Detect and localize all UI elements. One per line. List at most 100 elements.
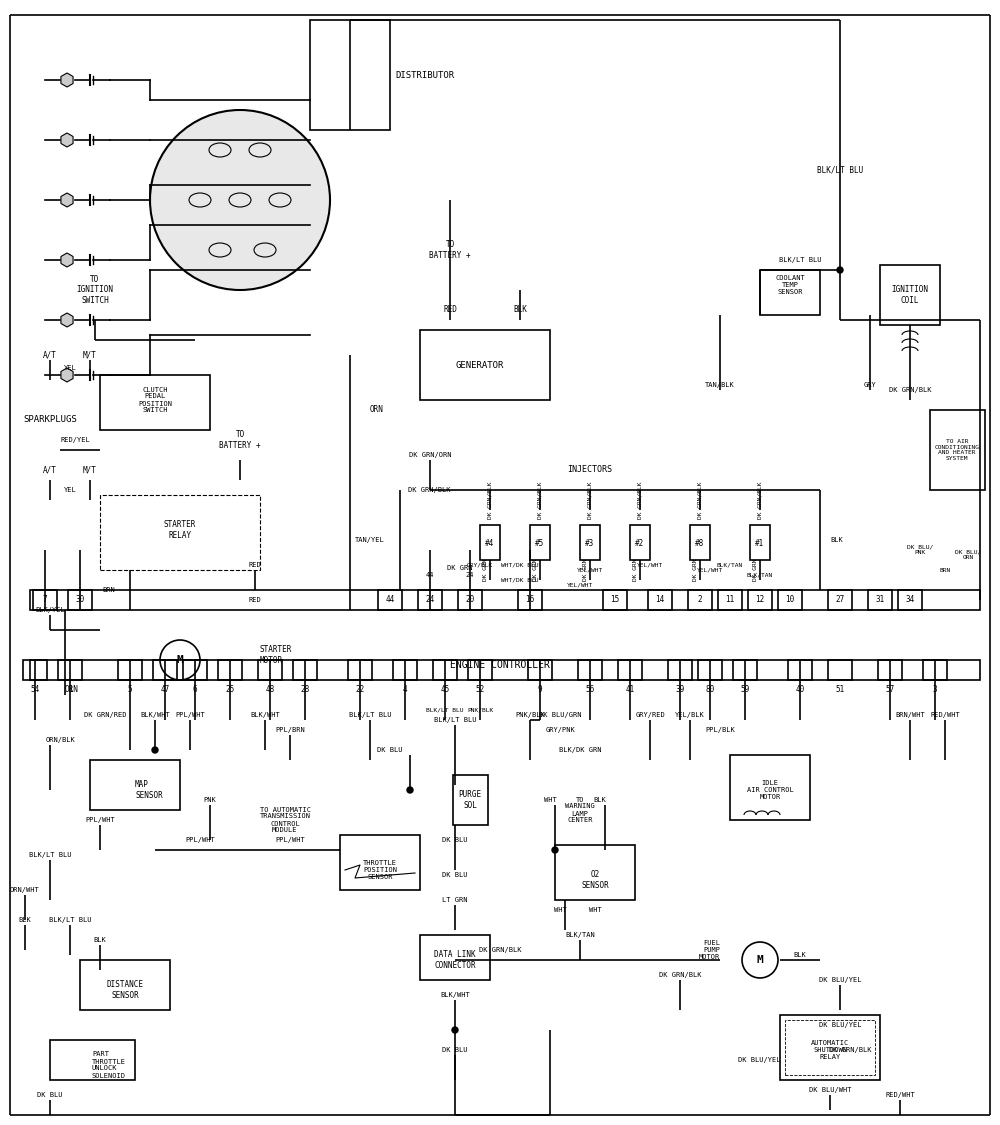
Text: GRY/BLK: GRY/BLK: [467, 562, 493, 567]
Bar: [68, 590, 92, 610]
Text: DK GRN/BLK: DK GRN/BLK: [408, 487, 450, 493]
Text: YEL/WHT: YEL/WHT: [697, 567, 723, 573]
Text: PNK/BLK: PNK/BLK: [467, 708, 493, 712]
Text: FUEL
PUMP
MOTOR: FUEL PUMP MOTOR: [699, 940, 720, 960]
Text: INJECTORS: INJECTORS: [568, 466, 612, 475]
Text: 28: 28: [300, 685, 310, 694]
Text: DK BLU: DK BLU: [37, 1092, 63, 1098]
Text: PNK: PNK: [204, 796, 216, 803]
Text: DK BLU/
ORN: DK BLU/ ORN: [955, 550, 981, 560]
Text: PPL/BLK: PPL/BLK: [705, 727, 735, 734]
Text: 59: 59: [740, 685, 750, 694]
Text: DK BLU: DK BLU: [442, 872, 468, 878]
Bar: [310, 20, 390, 130]
Text: RED: RED: [443, 306, 457, 315]
Text: YEL: YEL: [64, 364, 76, 371]
Text: PURGE
SOL: PURGE SOL: [458, 790, 482, 810]
Text: TO
BATTERY +: TO BATTERY +: [219, 430, 261, 450]
Text: 25: 25: [225, 685, 235, 694]
Text: DATA LINK
CONNECTOR: DATA LINK CONNECTOR: [434, 951, 476, 970]
Text: 6: 6: [193, 685, 197, 694]
Text: 31: 31: [875, 595, 885, 604]
Bar: [748, 590, 772, 610]
Text: 34: 34: [905, 595, 915, 604]
Text: AUTOMATIC
SHUTDOWN
RELAY: AUTOMATIC SHUTDOWN RELAY: [811, 1040, 849, 1060]
Bar: [780, 1015, 880, 1080]
Bar: [530, 525, 550, 560]
Text: #2: #2: [635, 539, 645, 548]
Text: DK GRN/BLK: DK GRN/BLK: [479, 947, 521, 953]
Bar: [788, 660, 812, 680]
Text: TO
WARNING
LAMP
CENTER: TO WARNING LAMP CENTER: [565, 796, 595, 824]
Text: DK BLU/YEL: DK BLU/YEL: [819, 1022, 861, 1028]
Text: 44: 44: [385, 595, 395, 604]
Text: DK GRN/BLK: DK GRN/BLK: [538, 482, 542, 519]
Text: YEL/WHT: YEL/WHT: [567, 583, 593, 587]
Text: BLK/LT BLU: BLK/LT BLU: [426, 708, 464, 712]
Text: 14: 14: [655, 595, 665, 604]
Text: COOLANT
TEMP
SENSOR: COOLANT TEMP SENSOR: [775, 274, 805, 295]
Text: YEL/WHT: YEL/WHT: [637, 562, 663, 567]
Text: 47: 47: [160, 685, 170, 694]
Bar: [100, 495, 260, 570]
Text: 40: 40: [795, 685, 805, 694]
Bar: [578, 660, 602, 680]
Bar: [183, 660, 207, 680]
Text: DK GRN/BLK: DK GRN/BLK: [829, 1047, 871, 1053]
Text: IDLE
AIR CONTROL
MOTOR: IDLE AIR CONTROL MOTOR: [747, 780, 793, 800]
Text: 48: 48: [265, 685, 275, 694]
Text: A/T: A/T: [43, 351, 57, 360]
Text: DK BLU/YEL: DK BLU/YEL: [819, 976, 861, 983]
Bar: [378, 590, 402, 610]
Text: ENGINE CONTROLLER: ENGINE CONTROLLER: [450, 660, 550, 670]
Bar: [828, 660, 852, 680]
Text: #4: #4: [485, 539, 495, 548]
Text: BLK/TAN: BLK/TAN: [565, 932, 595, 938]
Text: CLUTCH
PEDAL
POSITION
SWITCH: CLUTCH PEDAL POSITION SWITCH: [138, 387, 172, 414]
Text: GRY: GRY: [864, 382, 876, 388]
Bar: [468, 660, 492, 680]
Text: 12: 12: [755, 595, 765, 604]
Text: 1: 1: [68, 685, 72, 694]
Text: 27: 27: [835, 595, 845, 604]
Text: ORN: ORN: [370, 405, 384, 414]
Text: #1: #1: [755, 539, 765, 548]
Text: MAP
SENSOR: MAP SENSOR: [135, 781, 163, 800]
Text: BRN: BRN: [939, 567, 951, 573]
Text: O2
SENSOR: O2 SENSOR: [581, 871, 609, 890]
Text: DK GRN/ORN: DK GRN/ORN: [409, 452, 451, 458]
Text: 9: 9: [538, 685, 542, 694]
Bar: [603, 590, 627, 610]
Text: M: M: [757, 955, 763, 965]
Text: 54: 54: [30, 685, 40, 694]
Text: WHT/DK BLU: WHT/DK BLU: [501, 562, 539, 567]
Text: WHT: WHT: [554, 907, 566, 914]
Text: DK BLU/WHT: DK BLU/WHT: [809, 1087, 851, 1094]
Text: GRY/PNK: GRY/PNK: [545, 727, 575, 734]
Text: 3: 3: [933, 685, 937, 694]
Bar: [750, 525, 770, 560]
Text: BLK/WHT: BLK/WHT: [250, 712, 280, 718]
Text: WHT: WHT: [544, 796, 556, 803]
Text: 56: 56: [585, 685, 595, 694]
Text: PART
THROTTLE
UNLOCK
SOLENOID: PART THROTTLE UNLOCK SOLENOID: [92, 1052, 126, 1079]
Bar: [418, 590, 442, 610]
Text: BLK: BLK: [94, 937, 106, 943]
Bar: [50, 1040, 135, 1080]
Bar: [340, 835, 420, 890]
Bar: [778, 590, 802, 610]
Text: PPL/WHT: PPL/WHT: [175, 712, 205, 718]
Text: 7: 7: [43, 595, 47, 604]
Text: SPARKPLUGS: SPARKPLUGS: [23, 415, 77, 424]
Bar: [688, 590, 712, 610]
Text: BLK/WHT: BLK/WHT: [440, 992, 470, 998]
Text: BLK/TAN: BLK/TAN: [717, 562, 743, 567]
Bar: [348, 660, 372, 680]
Text: DK BLU: DK BLU: [442, 837, 468, 843]
Text: 5: 5: [128, 685, 132, 694]
Bar: [580, 525, 600, 560]
Text: 4: 4: [403, 685, 407, 694]
Text: DK GRN: DK GRN: [483, 559, 488, 582]
Bar: [153, 660, 177, 680]
Bar: [923, 660, 947, 680]
